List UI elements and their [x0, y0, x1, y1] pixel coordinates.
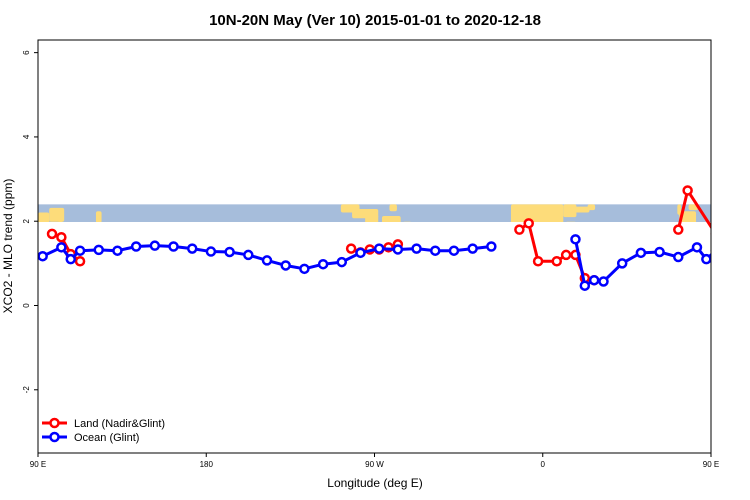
data-point-ocean — [93, 244, 105, 256]
data-point-ocean — [588, 274, 600, 286]
data-point-ocean — [411, 243, 422, 254]
map-land-patch — [38, 212, 50, 222]
map-land-patch — [688, 204, 698, 211]
y-tick-label: -2 — [22, 386, 31, 394]
legend-marker-ocean — [49, 431, 60, 443]
map-land-patch — [95, 211, 102, 222]
plot-frame — [37, 39, 712, 454]
y-axis-label: XCO2 - MLO trend (ppm) — [1, 179, 15, 314]
map-land-patch — [389, 204, 397, 212]
map-land-patch — [403, 221, 411, 222]
data-point-land — [46, 228, 58, 240]
data-point-ocean — [186, 243, 198, 254]
data-point-ocean — [112, 245, 123, 256]
data-point-ocean — [280, 260, 291, 271]
data-point-ocean — [710, 248, 711, 254]
legend-label-ocean: Ocean (Glint) — [74, 432, 139, 444]
chart-title: 10N-20N May (Ver 10) 2015-01-01 to 2020-… — [209, 12, 541, 29]
legend-item-land: Land (Nadir&Glint) — [42, 417, 165, 430]
data-point-ocean — [243, 249, 254, 261]
data-point-ocean — [570, 234, 581, 245]
data-point-ocean — [701, 253, 711, 265]
map-land-patch — [510, 204, 564, 222]
map-land-patch — [730, 217, 736, 226]
map-land-patch — [566, 221, 576, 222]
data-point-ocean — [579, 280, 591, 291]
map-land-patch — [381, 215, 401, 222]
data-point-ocean — [392, 244, 404, 255]
data-point-ocean — [261, 255, 273, 266]
data-point-ocean — [430, 245, 441, 256]
data-point-ocean — [654, 246, 665, 258]
data-point-ocean — [317, 258, 329, 270]
data-point-land — [551, 256, 563, 267]
data-point-ocean — [448, 245, 460, 256]
data-point-ocean — [149, 240, 161, 251]
map-land-patch — [711, 209, 720, 225]
map-land-patch — [58, 218, 63, 222]
map-land-patch — [587, 204, 596, 211]
y-tick-label: 0 — [22, 303, 31, 308]
data-point-land — [523, 218, 534, 229]
data-point-ocean — [373, 243, 385, 254]
x-tick-label: 90 E — [30, 460, 46, 469]
legend-item-ocean: Ocean (Glint) — [42, 431, 139, 444]
series-layer — [38, 185, 748, 291]
y-tick-label: 4 — [22, 134, 31, 139]
x-axis-label: Longitude (deg E) — [327, 476, 422, 490]
data-point-ocean — [224, 246, 235, 258]
y-tick-label: 6 — [22, 50, 31, 55]
map-land-patch — [722, 216, 728, 228]
series-land — [46, 185, 748, 286]
data-point-land — [532, 256, 544, 267]
x-tick-label: 180 — [200, 460, 214, 469]
y-tick-label: 2 — [22, 218, 31, 223]
x-tick-label: 90 E — [703, 460, 719, 469]
map-land-patch — [572, 206, 590, 213]
data-point-ocean — [336, 256, 348, 268]
data-point-land — [710, 231, 711, 237]
y-axis: 6 4 2 0 -2 — [22, 50, 38, 393]
x-tick-label: 90 W — [365, 460, 384, 469]
data-point-land — [673, 224, 684, 235]
data-point-ocean — [691, 242, 703, 253]
map-land-patch — [365, 214, 379, 222]
data-point-ocean — [74, 245, 86, 256]
data-point-land — [514, 224, 525, 235]
data-point-land — [721, 234, 729, 242]
data-point-ocean — [635, 247, 647, 259]
data-point-ocean — [730, 246, 738, 254]
data-point-ocean — [56, 242, 67, 253]
x-tick-label: 0 — [541, 460, 546, 469]
legend-label-land: Land (Nadir&Glint) — [74, 418, 165, 430]
data-point-land — [730, 247, 738, 255]
map-land-patch — [97, 218, 100, 222]
data-point-ocean — [355, 247, 366, 259]
data-point-ocean — [616, 258, 628, 269]
data-point-ocean — [598, 276, 609, 287]
data-point-ocean — [205, 246, 217, 257]
data-point-ocean — [467, 243, 478, 254]
legend: Land (Nadir&Glint) Ocean (Glint) — [42, 417, 165, 444]
data-point-ocean — [299, 263, 310, 275]
data-point-land — [74, 256, 86, 267]
data-point-ocean — [486, 241, 497, 252]
data-point-ocean — [65, 253, 76, 265]
data-point-ocean — [673, 251, 684, 263]
data-point-land — [560, 249, 572, 261]
data-point-land — [682, 185, 693, 196]
data-point-land — [740, 257, 748, 265]
data-point-land — [56, 231, 67, 243]
world-map-band — [38, 204, 736, 228]
data-point-ocean — [130, 241, 142, 252]
data-point-ocean — [38, 250, 48, 262]
x-axis: 90 E 180 90 W 0 90 E — [30, 453, 719, 469]
legend-marker-land — [49, 417, 60, 429]
data-point-land — [345, 243, 357, 254]
series-line-land — [676, 188, 711, 230]
data-point-ocean — [168, 241, 179, 252]
series-ocean — [38, 234, 738, 291]
